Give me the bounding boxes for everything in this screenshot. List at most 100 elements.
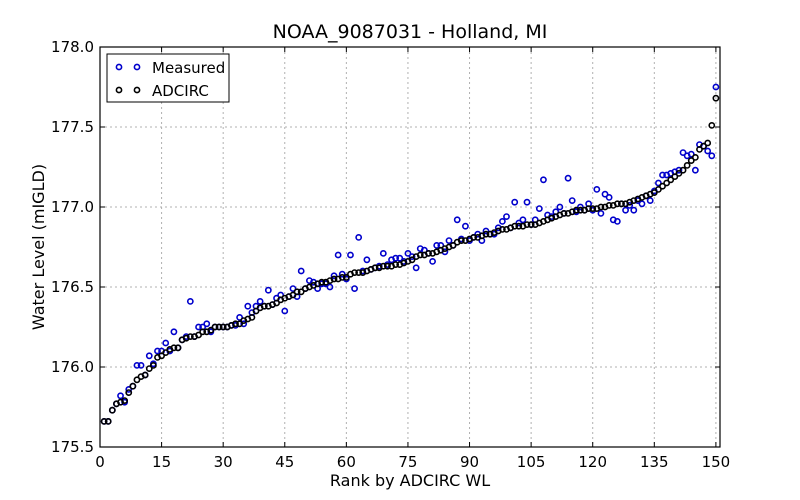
data-point-measured (593, 185, 601, 193)
data-point-measured (297, 267, 305, 275)
data-point-measured (195, 323, 202, 331)
data-point-adcirc (425, 249, 432, 257)
data-point-measured (511, 198, 519, 206)
data-point-adcirc (297, 288, 305, 296)
data-point-measured (576, 203, 584, 211)
data-point-adcirc (260, 302, 268, 310)
data-point-measured (412, 264, 420, 272)
data-points (100, 83, 720, 425)
legend-marker-measured (133, 63, 141, 71)
data-point-measured (137, 361, 145, 369)
data-point-adcirc (384, 262, 391, 270)
data-point-adcirc (149, 361, 157, 369)
y-tick-label: 178.0 (51, 38, 94, 56)
data-point-adcirc (145, 365, 153, 372)
data-point-measured (712, 83, 720, 91)
legend-marker-adcirc (115, 86, 123, 94)
data-point-adcirc (330, 275, 338, 283)
y-tick-label: 177.5 (51, 118, 94, 136)
data-point-measured (433, 241, 441, 249)
plot-frame (99, 46, 721, 448)
data-point-measured (638, 200, 646, 208)
data-point-adcirc (449, 241, 457, 249)
legend-marker-adcirc (133, 86, 141, 94)
data-point-measured (203, 320, 211, 328)
y-tick-label: 176.5 (51, 278, 94, 296)
data-point-measured (679, 149, 687, 156)
data-point-measured (462, 222, 469, 230)
legend: Measured ADCIRC (106, 53, 230, 103)
data-point-adcirc (613, 200, 621, 208)
data-point-adcirc (704, 139, 712, 147)
data-point-adcirc (248, 313, 256, 321)
data-point-adcirc (650, 189, 658, 196)
data-point-measured (404, 249, 412, 257)
data-point-measured (523, 198, 531, 206)
data-point-measured (379, 249, 387, 257)
data-point-measured (498, 217, 506, 225)
data-point-measured (503, 213, 510, 220)
data-point-measured (704, 147, 712, 155)
data-point-adcirc (498, 225, 506, 233)
data-point-adcirc (170, 344, 178, 352)
data-point-measured (240, 320, 248, 328)
data-point-adcirc (511, 222, 519, 230)
data-point-adcirc (215, 323, 223, 331)
series-adcirc (100, 94, 720, 425)
x-tick-label: 45 (275, 453, 294, 471)
data-point-measured (708, 152, 716, 160)
data-point-adcirc (318, 278, 326, 286)
data-point-adcirc (158, 352, 165, 360)
data-point-adcirc (527, 221, 535, 228)
data-point-adcirc (589, 205, 597, 212)
data-point-measured (117, 392, 124, 400)
data-point-adcirc (133, 376, 141, 384)
data-point-adcirc (100, 417, 108, 425)
data-point-adcirc (457, 237, 465, 244)
data-point-adcirc (576, 206, 584, 214)
y-tick-label: 177.0 (51, 198, 94, 216)
x-tick-label: 0 (95, 453, 105, 471)
data-point-measured (659, 171, 666, 179)
legend-item-adcirc: ADCIRC (115, 82, 209, 100)
data-point-adcirc (207, 326, 215, 334)
data-point-adcirc (572, 206, 580, 214)
data-point-adcirc (174, 344, 182, 352)
data-point-measured (597, 209, 605, 217)
x-ticks: 0 15 30 45 60 75 90 105 120 135 150 (95, 47, 730, 471)
data-point-measured (568, 197, 576, 204)
legend-item-measured: Measured (115, 59, 225, 77)
data-point-measured (429, 257, 436, 265)
chart-title: NOAA_9087031 - Holland, MI (273, 21, 548, 43)
data-point-adcirc (252, 307, 260, 315)
data-point-adcirc (186, 333, 194, 340)
data-point-measured (281, 307, 289, 315)
data-point-adcirc (338, 273, 346, 281)
data-point-adcirc (219, 323, 227, 331)
data-point-adcirc (289, 291, 297, 299)
series-measured (100, 83, 720, 425)
data-point-adcirc (523, 221, 531, 228)
y-tick-label: 176.0 (51, 358, 94, 376)
data-point-measured (556, 203, 564, 211)
x-tick-label: 105 (517, 453, 546, 471)
data-point-adcirc (683, 161, 691, 169)
data-point-measured (330, 272, 338, 280)
data-point-adcirc (687, 157, 695, 164)
x-tick-label: 15 (152, 453, 171, 471)
data-point-measured (347, 251, 354, 259)
data-point-adcirc (129, 382, 137, 390)
data-point-adcirc (712, 94, 720, 102)
data-point-measured (687, 150, 695, 158)
data-point-adcirc (211, 323, 219, 331)
data-point-adcirc (162, 349, 170, 356)
data-point-adcirc (392, 261, 400, 268)
data-point-measured (363, 256, 371, 264)
data-point-measured (338, 270, 346, 278)
data-point-measured (515, 219, 523, 227)
data-point-adcirc (515, 222, 523, 230)
data-point-adcirc (675, 169, 683, 177)
legend-marker-measured (115, 63, 123, 71)
data-point-measured (170, 328, 178, 336)
data-point-adcirc (108, 406, 116, 414)
